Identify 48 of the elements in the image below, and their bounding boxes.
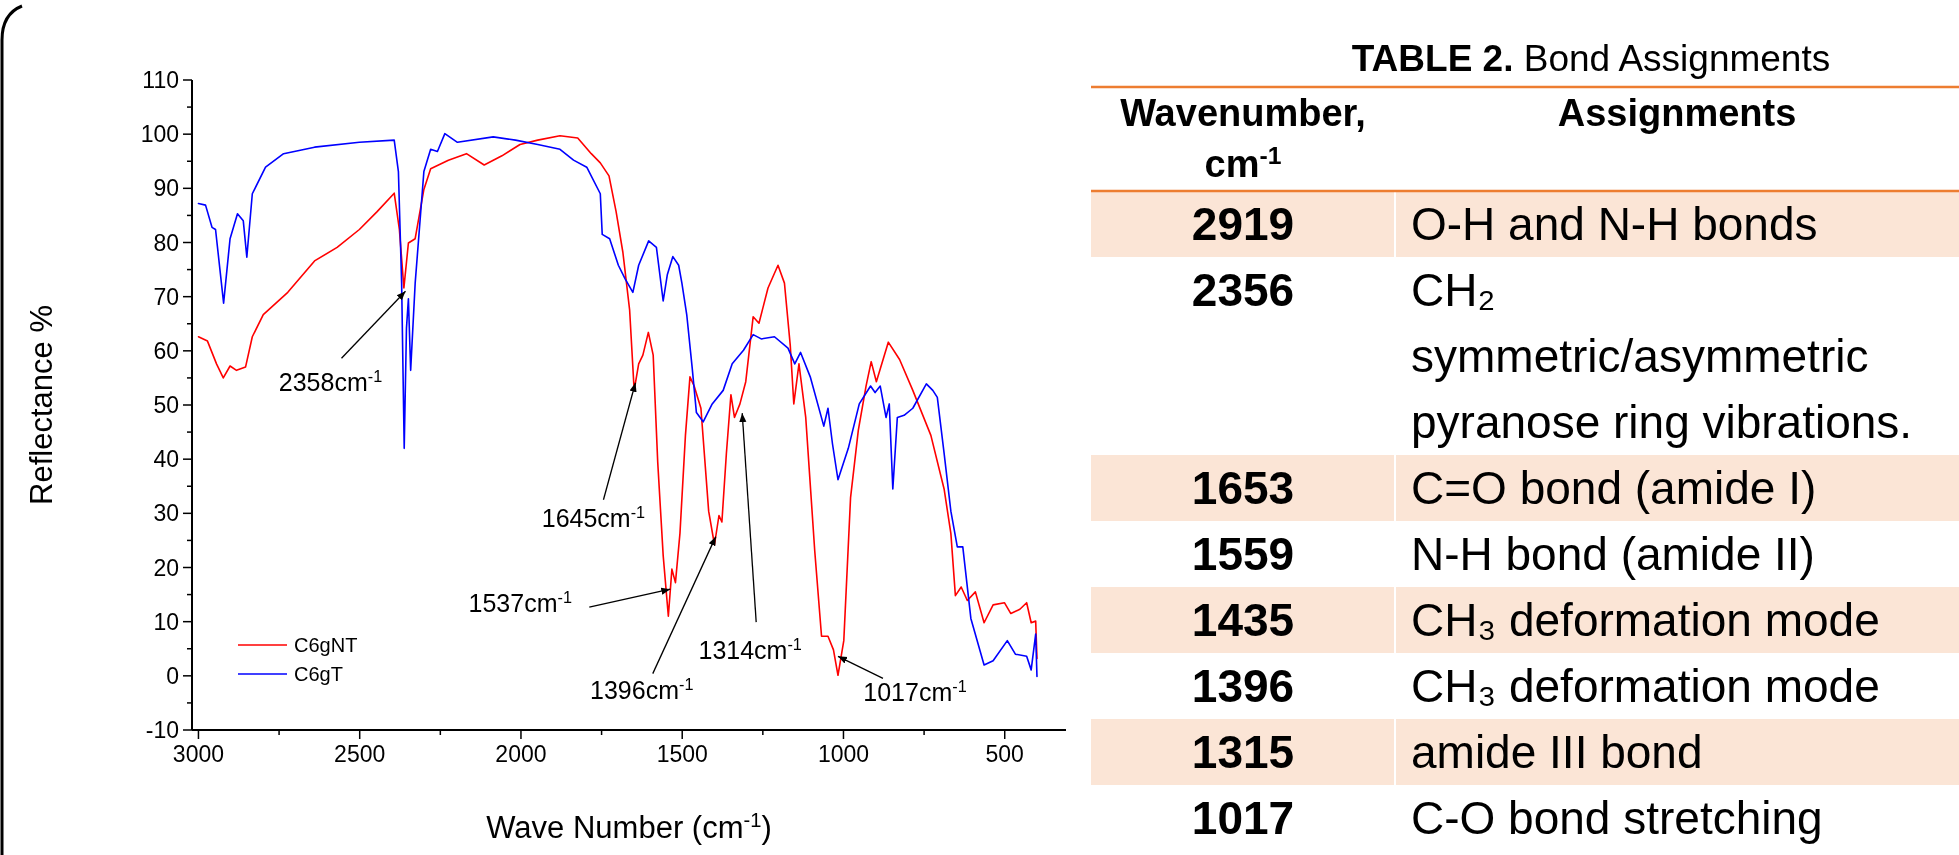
text: 2356 <box>1191 264 1295 316</box>
y-tick-label: 0 <box>166 662 179 689</box>
text: C=O bond (amide I) <box>1411 462 1817 514</box>
y-tick-label: 110 <box>142 67 179 93</box>
annotation: 1314cm$^{-1}$ <box>698 635 802 665</box>
text: TABLE 2. Bond Assignments <box>1351 38 1831 79</box>
x-tick-label: 3000 <box>172 741 225 767</box>
annotation: 2358cm$^{-1}$ <box>278 367 383 397</box>
y-tick-label: 50 <box>153 392 179 418</box>
x-tick-label: 1000 <box>817 741 870 767</box>
x-tick-label: 1500 <box>656 741 708 767</box>
y-tick-label: 80 <box>153 229 179 256</box>
annotation: 1396cm$^{-1}$ <box>590 674 694 704</box>
legend-label: C6gNT <box>294 634 358 656</box>
y-tick-label: 60 <box>153 337 179 364</box>
text: C-O bond stretching <box>1411 792 1823 844</box>
text: Assignments <box>1557 92 1797 134</box>
text: 1435 <box>1191 594 1295 646</box>
x-axis-title: Wave Number (cm$^{-1}$) <box>486 809 772 845</box>
annotation: 1537cm$^{-1}$ <box>468 588 572 618</box>
text: amide III bond <box>1411 726 1703 778</box>
text: CH₃ deformation mode <box>1411 594 1880 646</box>
text: 1559 <box>1191 528 1295 580</box>
x-tick-label: 2000 <box>495 741 547 767</box>
text: 1315 <box>1191 726 1295 778</box>
text: 1653 <box>1191 462 1295 514</box>
x-tick-label: 2500 <box>334 741 386 767</box>
text: 1017 <box>1191 792 1295 844</box>
y-tick-label: 90 <box>153 175 179 202</box>
text: Wavenumber, cm$^{-1}$ <box>1120 92 1366 185</box>
text: CH₂ symmetric/asymmetric pyranose ring vibrations. <box>1411 264 1913 448</box>
legend-label: C6gT <box>294 663 343 685</box>
y-axis-title: Reflectance % <box>24 305 59 505</box>
text: N-H bond (amide II) <box>1411 528 1815 580</box>
y-tick-label: 10 <box>153 608 179 635</box>
y-tick-label: 100 <box>140 121 179 148</box>
annotation: 1645cm$^{-1}$ <box>541 502 646 532</box>
y-tick-label: 30 <box>153 500 179 527</box>
y-tick-label: 20 <box>153 554 179 581</box>
text: O-H and N-H bonds <box>1411 198 1818 250</box>
y-tick-label: 70 <box>153 283 179 310</box>
text: CH₃ deformation mode <box>1411 660 1880 712</box>
x-tick-label: 500 <box>985 741 1024 767</box>
annotation: 1017cm$^{-1}$ <box>863 677 967 707</box>
y-tick-label: 40 <box>153 446 179 473</box>
text: 2919 <box>1191 198 1295 250</box>
text: 1396 <box>1191 660 1295 712</box>
y-tick-label: -10 <box>145 717 179 743</box>
